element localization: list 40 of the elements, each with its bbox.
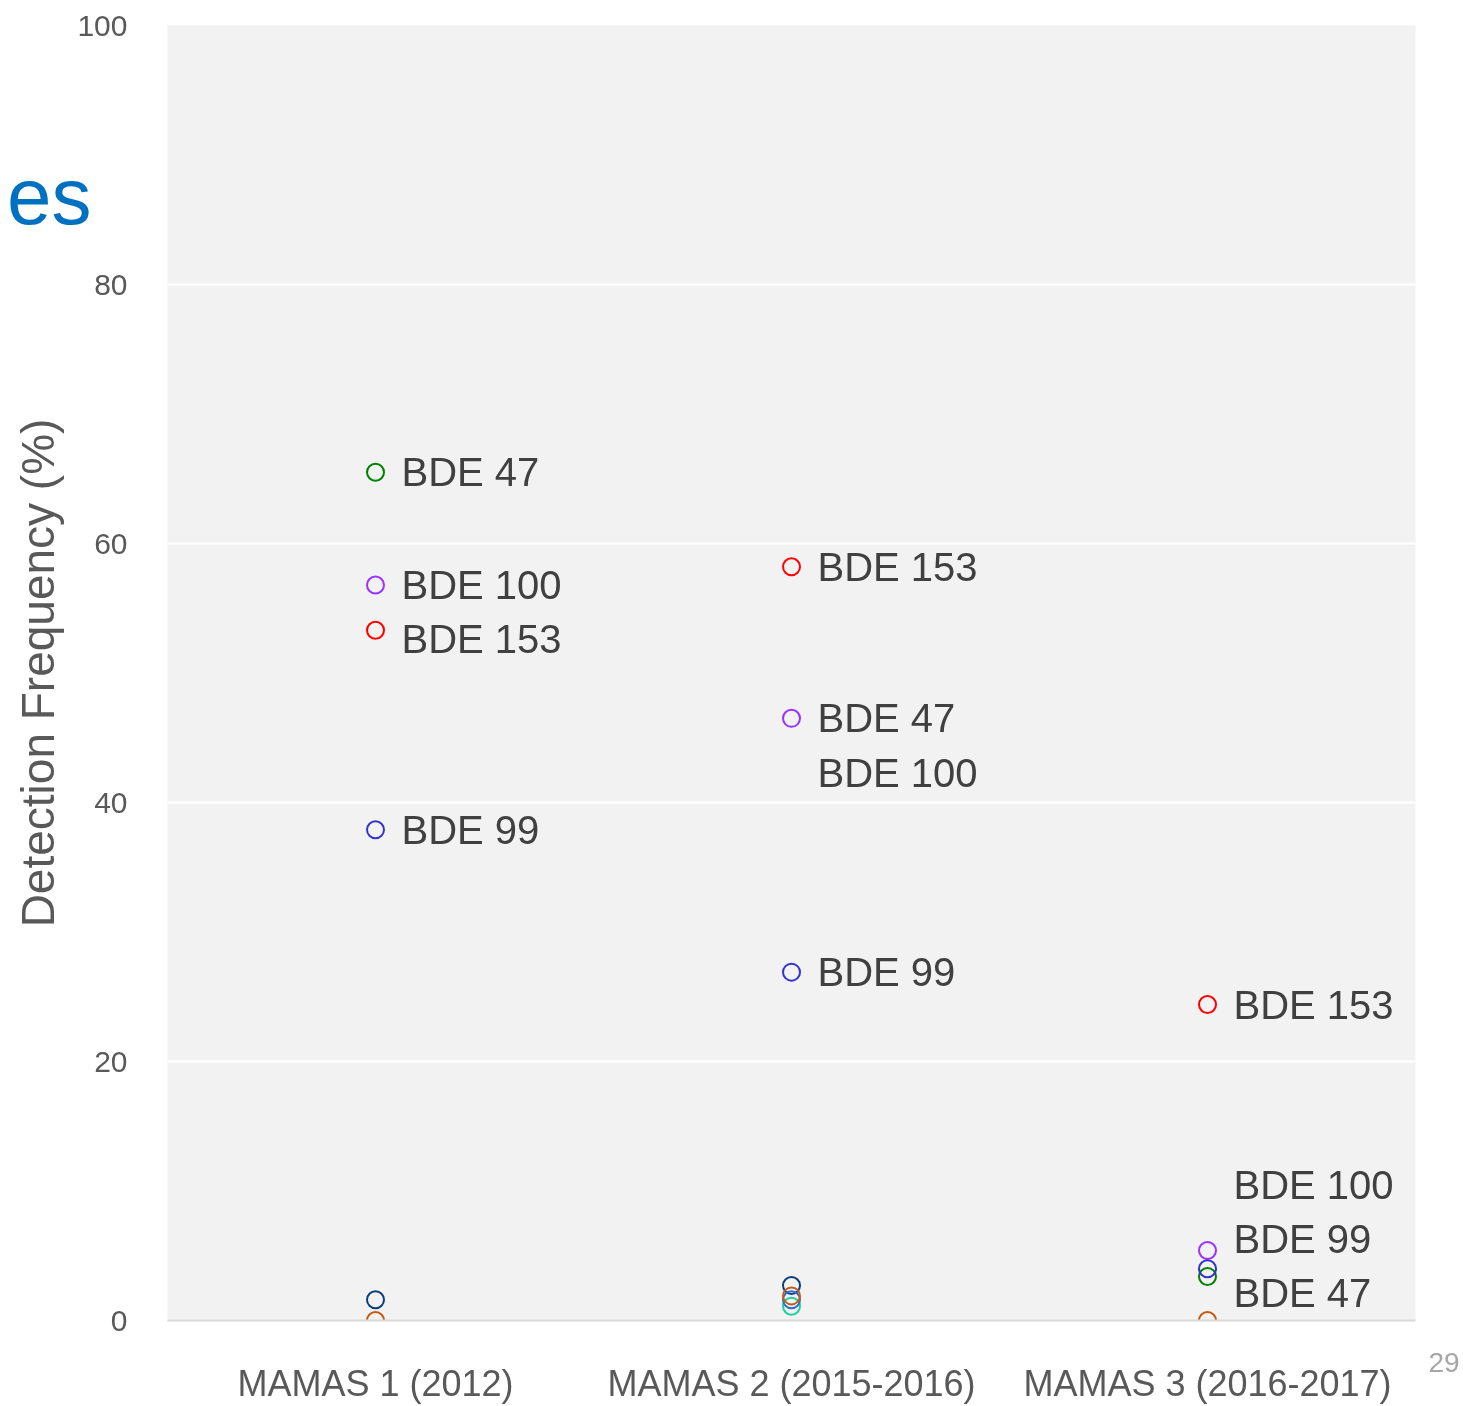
point: [366, 820, 385, 840]
annotation: BDE 47: [401, 450, 540, 495]
annotation: BDE 153: [401, 617, 562, 662]
point: [782, 557, 801, 577]
point: [366, 462, 385, 482]
y-tick-label: 60: [94, 526, 128, 560]
point: [366, 1290, 385, 1310]
annotation: BDE 100: [1233, 1162, 1394, 1207]
point: [1198, 995, 1217, 1014]
point: [1198, 1259, 1217, 1279]
point: [1198, 1241, 1217, 1261]
point: [782, 1276, 801, 1296]
annotation: BDE 99: [401, 807, 540, 852]
annotation: BDE 47: [1233, 1271, 1372, 1316]
annotation: BDE 153: [1233, 982, 1394, 1027]
annotation: BDE 100: [401, 562, 562, 607]
annotation: BDE 47: [817, 696, 956, 741]
annotation: BDE 153: [817, 544, 978, 589]
annotation: BDE 99: [817, 950, 956, 995]
point: [782, 962, 801, 982]
y-tick-label: 100: [77, 8, 128, 42]
point: [782, 1296, 801, 1316]
x-tick-label: MAMAS 2 (2015-2016): [607, 1362, 976, 1404]
text: 29: [1428, 1347, 1460, 1378]
point: [1198, 1266, 1217, 1286]
annotation: BDE 99: [1233, 1216, 1372, 1261]
annotation: BDE 100: [817, 750, 978, 795]
x-tick-label: MAMAS 1 (2012): [237, 1362, 514, 1404]
y-axis-title: Detection Frequency (%): [12, 418, 65, 928]
y-tick-label: 40: [94, 785, 128, 819]
y-tick-label: 20: [94, 1044, 128, 1078]
point: [782, 1286, 801, 1306]
y-tick-label: 80: [94, 267, 128, 301]
x-tick-label: MAMAS 3 (2016-2017): [1023, 1362, 1392, 1404]
point: [782, 1290, 801, 1310]
text: es: [7, 152, 92, 241]
y-tick-label: 0: [110, 1303, 128, 1337]
point: [782, 708, 801, 728]
point: [366, 575, 385, 595]
point: [366, 620, 385, 640]
